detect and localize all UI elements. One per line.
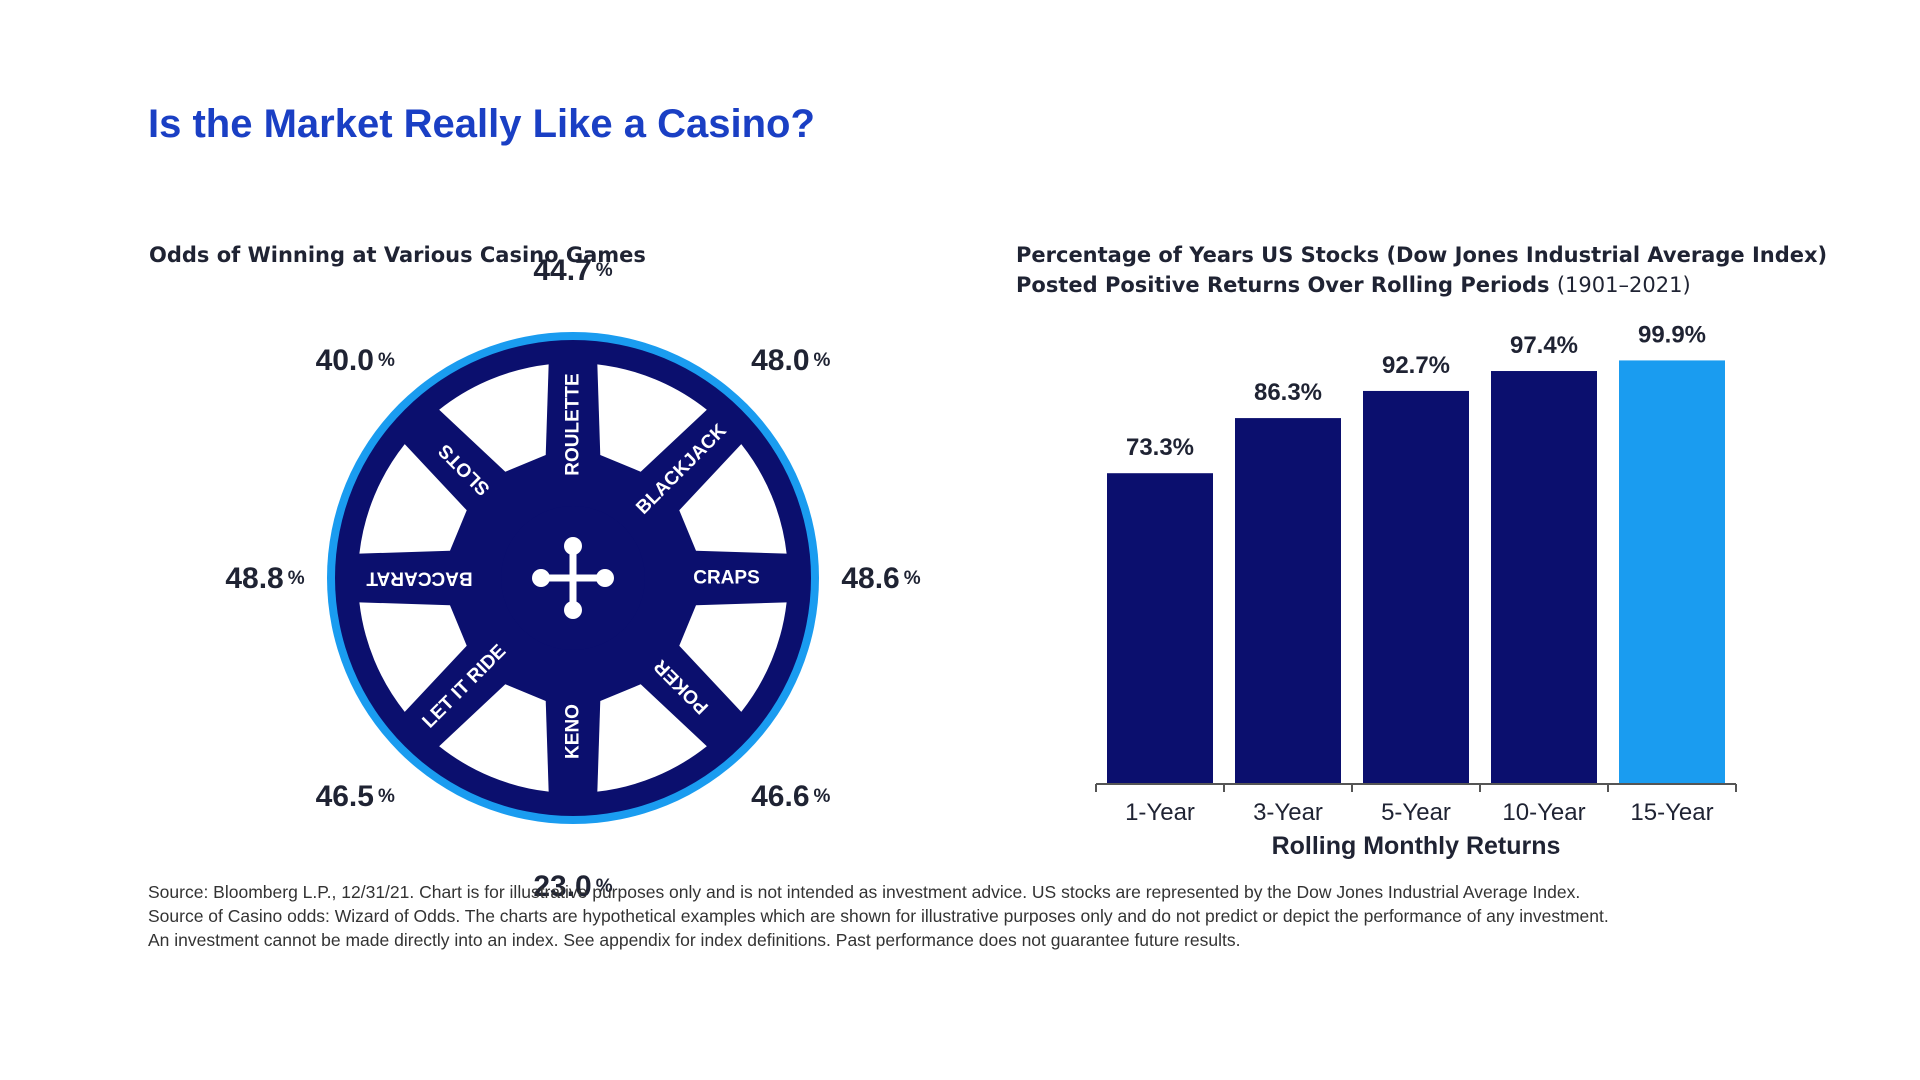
bar-value-label: 99.9% <box>1638 321 1706 348</box>
source-line: An investment cannot be made directly in… <box>148 930 1241 950</box>
wheel-slot <box>597 684 707 792</box>
bar-value-label: 97.4% <box>1510 332 1578 359</box>
bar-value-label: 73.3% <box>1126 434 1194 461</box>
bar-value-label: 86.3% <box>1254 379 1322 406</box>
bar-chart-title-text: Percentage of Years US Stocks (Dow Jones… <box>1016 243 1828 297</box>
wheel-game-label: KENO <box>563 704 584 759</box>
bar-1-year <box>1107 473 1213 784</box>
bar-5-year <box>1363 390 1469 784</box>
wheel-slot <box>679 444 787 554</box>
bar-value-label: 92.7% <box>1382 352 1450 379</box>
source-line: Source: Bloomberg L.P., 12/31/21. Chart … <box>148 882 1581 902</box>
x-axis-title: Rolling Monthly Returns <box>1272 832 1561 860</box>
bar-3-year <box>1235 418 1341 784</box>
plus-cross-icon <box>532 537 614 619</box>
wheel-slot <box>439 364 549 472</box>
wheel-game-label: CRAPS <box>693 568 760 589</box>
wheel-odds-label: 48.6% <box>841 562 920 595</box>
source-line: Source of Casino odds: Wizard of Odds. T… <box>148 906 1609 926</box>
wheel-slot <box>359 444 467 554</box>
wheel-odds-label: 44.7% <box>533 254 612 287</box>
wheel-game-label: ROULETTE <box>563 373 584 475</box>
wheel-slot <box>359 602 467 712</box>
page-title: Is the Market Really Like a Casino? <box>148 102 815 146</box>
x-tick-label: 15-Year <box>1630 799 1713 826</box>
wheel-game-label: BACCARAT <box>366 568 473 589</box>
x-tick-label: 5-Year <box>1381 799 1451 826</box>
x-tick-label: 10-Year <box>1502 799 1585 826</box>
x-tick-label: 1-Year <box>1125 799 1195 826</box>
wheel-slot <box>439 684 549 792</box>
wheel-odds-label: 48.8% <box>225 562 304 595</box>
wheel-odds-label: 46.6% <box>751 779 830 812</box>
wheel-chart-title: Odds of Winning at Various Casino Games <box>149 243 646 267</box>
wheel-odds-label: 23.0% <box>533 870 612 903</box>
wheel-odds-label: 46.5% <box>316 779 395 812</box>
source-footnote: Source: Bloomberg L.P., 12/31/21. Chart … <box>148 880 1828 952</box>
wheel-odds-label: 40.0% <box>316 344 395 377</box>
bar-chart-title-period: (1901–2021) <box>1556 273 1691 297</box>
wheel-slot <box>597 364 707 472</box>
x-tick-label: 3-Year <box>1253 799 1323 826</box>
bar-chart-title: Percentage of Years US Stocks (Dow Jones… <box>1016 240 1876 300</box>
wheel-slot <box>679 602 787 712</box>
wheel-odds-label: 48.0% <box>751 344 830 377</box>
bar-10-year <box>1491 371 1597 784</box>
bar-15-year <box>1619 360 1725 784</box>
